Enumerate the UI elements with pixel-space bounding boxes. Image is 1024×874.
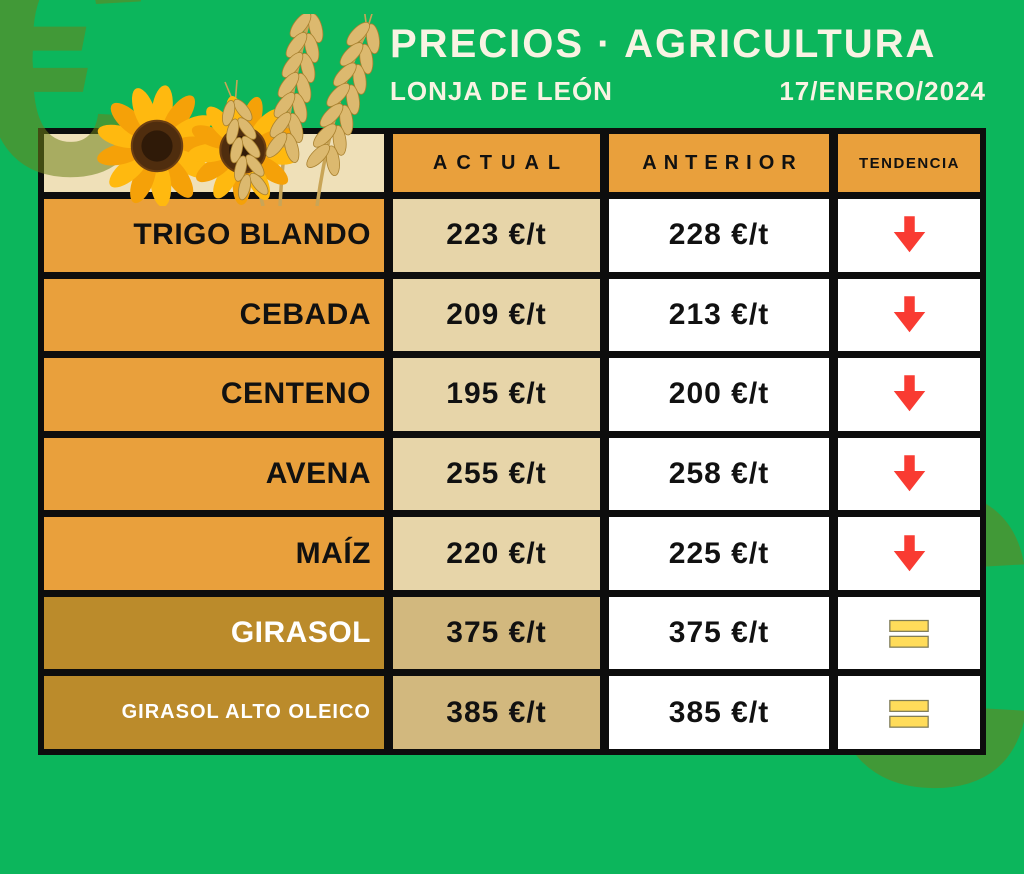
anterior-price-cell: 213 €/t bbox=[609, 278, 829, 352]
trend-down-icon bbox=[893, 534, 925, 571]
report-date: 17/ENERO/2024 bbox=[779, 76, 986, 106]
trend-down-icon bbox=[893, 455, 925, 492]
anterior-price-cell: 385 €/t bbox=[609, 676, 829, 749]
product-cell: AVENA bbox=[44, 437, 384, 511]
product-cell: TRIGO BLANDO bbox=[44, 199, 384, 272]
column-header-actual: ACTUAL bbox=[393, 134, 600, 192]
anterior-price-cell: 228 €/t bbox=[609, 199, 829, 272]
trend-down-icon bbox=[893, 375, 925, 412]
market-name: LONJA DE LEÓN bbox=[390, 76, 613, 106]
product-cell: GIRASOL ALTO OLEICO bbox=[44, 676, 384, 749]
trend-cell bbox=[838, 517, 980, 590]
trend-cell bbox=[838, 278, 980, 352]
trend-cell bbox=[838, 596, 980, 670]
masthead: PRECIOS · AGRICULTURA LONJA DE LEÓN 17/E… bbox=[390, 22, 986, 107]
trend-equal-icon bbox=[889, 699, 929, 728]
actual-price-cell: 223 €/t bbox=[393, 199, 600, 272]
price-table: ACTUAL ANTERIOR TENDENCIA TRIGO BLANDO 22… bbox=[38, 128, 986, 755]
actual-price-cell: 195 €/t bbox=[393, 358, 600, 431]
product-cell: MAÍZ bbox=[44, 517, 384, 590]
anterior-price-cell: 200 €/t bbox=[609, 358, 829, 431]
product-cell: GIRASOL bbox=[44, 596, 384, 670]
actual-price-cell: 209 €/t bbox=[393, 278, 600, 352]
product-cell: CEBADA bbox=[44, 278, 384, 352]
trend-cell bbox=[838, 437, 980, 511]
column-header-tendencia: TENDENCIA bbox=[838, 134, 980, 192]
trend-cell bbox=[838, 199, 980, 272]
actual-price-cell: 220 €/t bbox=[393, 517, 600, 590]
anterior-price-cell: 225 €/t bbox=[609, 517, 829, 590]
trend-cell bbox=[838, 676, 980, 749]
table-corner-cell bbox=[44, 134, 384, 192]
trend-down-icon bbox=[893, 296, 925, 333]
anterior-price-cell: 258 €/t bbox=[609, 437, 829, 511]
page-title: PRECIOS · AGRICULTURA bbox=[390, 22, 937, 66]
actual-price-cell: 385 €/t bbox=[393, 676, 600, 749]
product-cell: CENTENO bbox=[44, 358, 384, 431]
actual-price-cell: 375 €/t bbox=[393, 596, 600, 670]
anterior-price-cell: 375 €/t bbox=[609, 596, 829, 670]
column-header-anterior: ANTERIOR bbox=[609, 134, 829, 192]
actual-price-cell: 255 €/t bbox=[393, 437, 600, 511]
trend-equal-icon bbox=[889, 620, 929, 648]
trend-cell bbox=[838, 358, 980, 431]
trend-down-icon bbox=[893, 216, 925, 253]
